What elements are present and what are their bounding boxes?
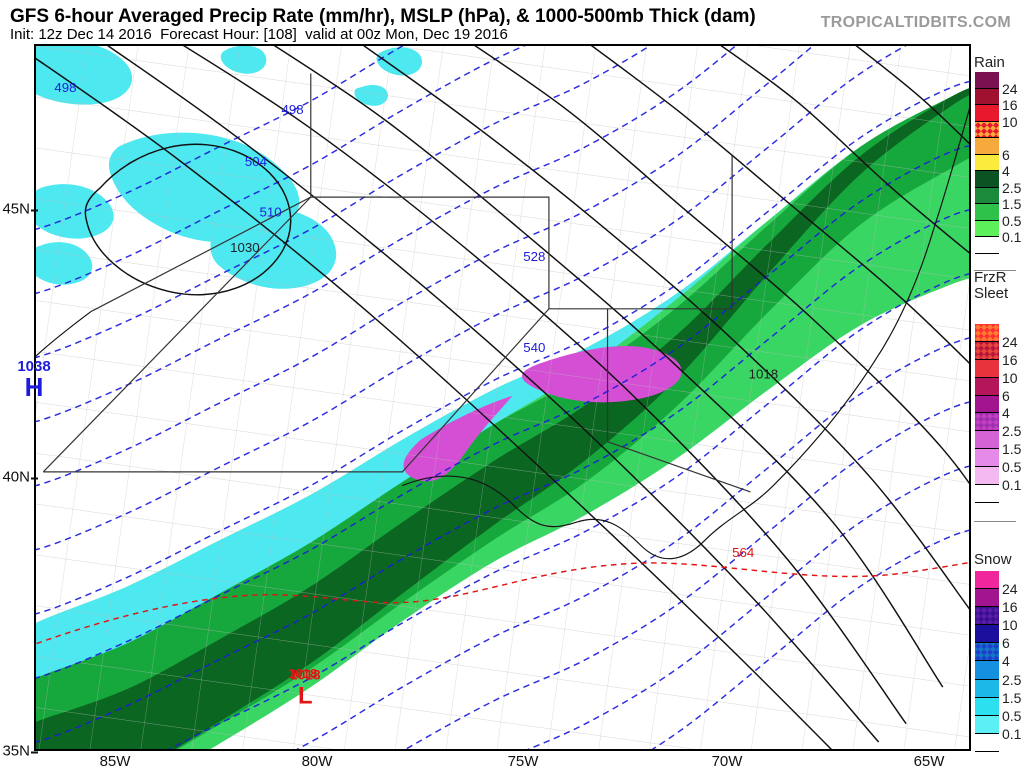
- svg-text:1018: 1018: [290, 668, 321, 683]
- svg-text:498: 498: [281, 102, 303, 117]
- svg-text:504: 504: [245, 154, 267, 169]
- svg-text:1030: 1030: [230, 240, 260, 255]
- svg-text:564: 564: [732, 545, 754, 560]
- svg-text:528: 528: [523, 249, 545, 264]
- svg-text:1018: 1018: [749, 366, 779, 381]
- svg-text:510: 510: [259, 204, 281, 219]
- svg-text:L: L: [298, 683, 313, 710]
- svg-text:540: 540: [523, 340, 545, 355]
- svg-text:498: 498: [54, 80, 76, 95]
